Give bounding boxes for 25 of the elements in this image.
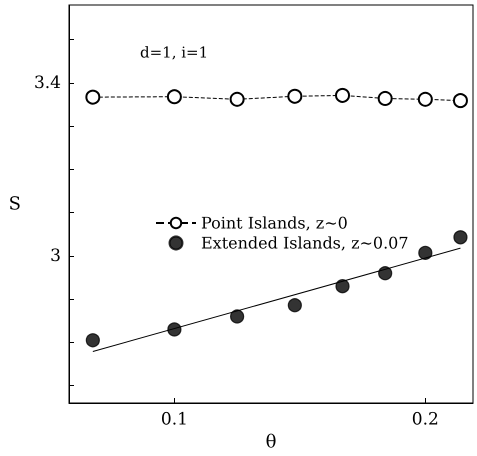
legend-label: Extended Islands, z~0.07 xyxy=(201,234,409,252)
point xyxy=(453,230,468,244)
point xyxy=(167,322,182,337)
point xyxy=(230,309,244,324)
y-axis-title: S xyxy=(8,194,21,214)
y-tick-label: 3 xyxy=(50,246,61,266)
point xyxy=(452,93,468,108)
legend-label: Point Islands, z~0 xyxy=(201,214,348,232)
point xyxy=(378,266,392,280)
point xyxy=(418,92,433,107)
point xyxy=(418,246,432,260)
point xyxy=(335,279,350,294)
x-axis-title: θ xyxy=(266,432,276,452)
point xyxy=(335,88,350,103)
x-tick-label: 0.1 xyxy=(160,410,188,430)
x-tick-label: 0.2 xyxy=(412,410,439,430)
y-tick-label: 3.4 xyxy=(34,72,61,93)
point xyxy=(166,89,182,104)
annotation: d=1, i=1 xyxy=(140,44,208,62)
point xyxy=(287,88,302,104)
point xyxy=(288,298,302,312)
point xyxy=(230,92,245,107)
point xyxy=(378,90,393,106)
point xyxy=(85,90,100,105)
point xyxy=(86,333,100,348)
